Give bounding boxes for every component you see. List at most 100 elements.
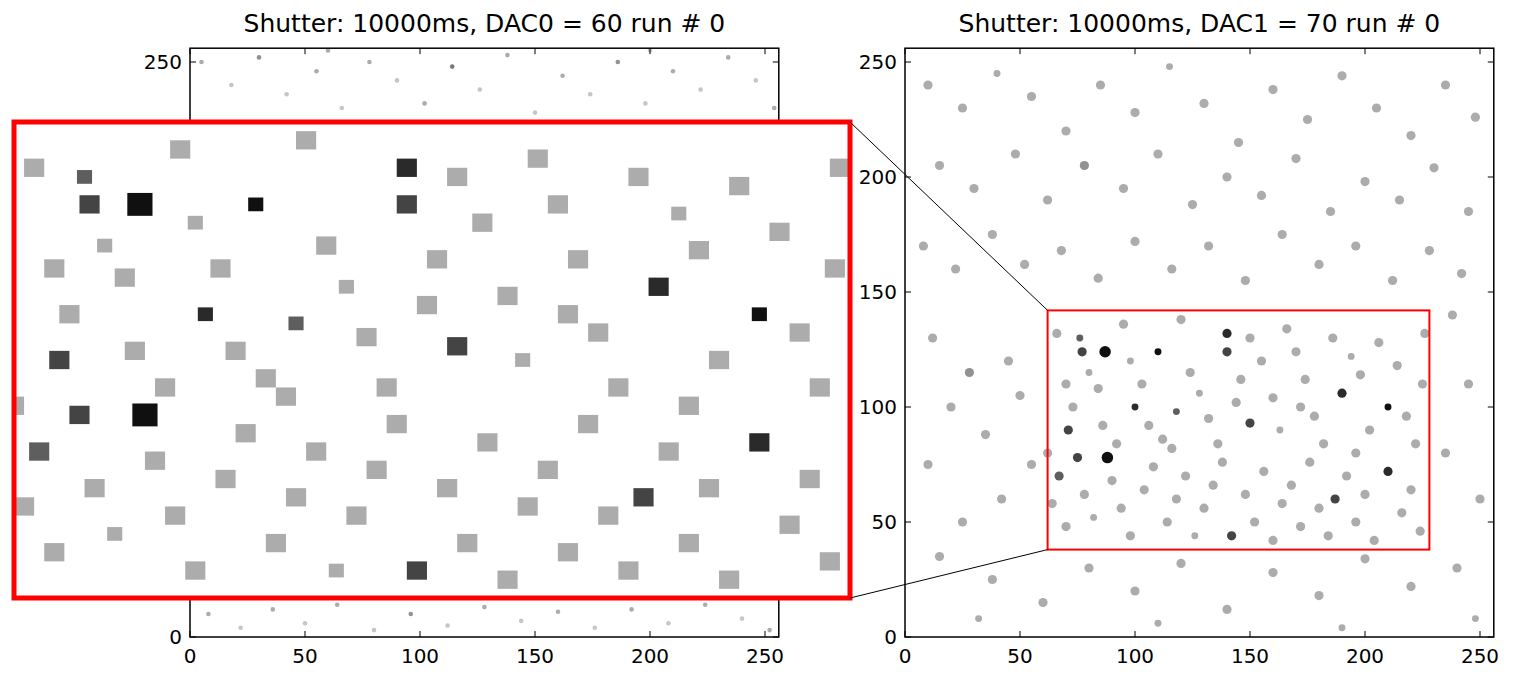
inset-hit <box>44 259 64 277</box>
panel-title: Shutter: 10000ms, DAC1 = 70 run # 0 <box>959 9 1441 38</box>
hit <box>1276 427 1283 434</box>
y-tick <box>1488 637 1494 638</box>
connector <box>850 122 1048 310</box>
inset-hit <box>276 387 296 405</box>
hit <box>588 92 593 97</box>
hit <box>1278 230 1287 239</box>
hit <box>1204 414 1213 423</box>
hit <box>1090 514 1097 521</box>
hit <box>1360 177 1369 186</box>
inset-hit <box>558 543 578 561</box>
inset-hit <box>769 223 789 241</box>
y-tick <box>1488 522 1494 523</box>
x-tick <box>1250 631 1251 637</box>
hit <box>1155 620 1162 627</box>
x-tick <box>1020 631 1021 637</box>
zoom-region <box>1048 310 1430 549</box>
hit <box>1370 536 1379 545</box>
x-tick <box>420 48 421 54</box>
inset-hit <box>830 159 850 177</box>
hit <box>1112 439 1121 448</box>
hit <box>1052 329 1061 338</box>
hit <box>740 616 745 621</box>
inset-hit <box>407 561 427 579</box>
hit <box>1227 531 1236 540</box>
inset-hit <box>127 193 152 216</box>
x-tick-label: 100 <box>1116 644 1154 668</box>
inset-hit <box>125 342 145 360</box>
inset-hit <box>329 564 344 578</box>
hit <box>533 110 538 115</box>
hit <box>1472 615 1479 622</box>
hit <box>1337 389 1346 398</box>
inset-hit <box>288 317 303 331</box>
inset-hit <box>618 561 638 579</box>
hit <box>1351 448 1360 457</box>
x-tick <box>305 631 306 637</box>
hit <box>229 83 234 88</box>
hit <box>1464 379 1473 388</box>
hit <box>1061 126 1070 135</box>
inset-hit <box>578 415 598 433</box>
hit <box>482 605 487 610</box>
inset-hit <box>497 287 517 305</box>
inset-hit <box>628 168 648 186</box>
y-tick-label: 50 <box>872 510 897 534</box>
hit <box>367 60 372 65</box>
inset-hit <box>248 198 263 212</box>
hit <box>1166 63 1173 70</box>
x-tick-label: 0 <box>184 644 197 668</box>
hit <box>1020 260 1029 269</box>
inset-hit <box>286 488 306 506</box>
hit <box>969 184 978 193</box>
hit <box>1144 421 1153 430</box>
hit <box>1383 467 1392 476</box>
hit <box>395 78 400 83</box>
hit <box>1397 508 1406 517</box>
hit <box>919 241 928 250</box>
hit <box>1245 333 1254 342</box>
hits <box>919 63 1485 631</box>
x-tick-label: 250 <box>746 644 784 668</box>
hit <box>928 333 937 342</box>
inset-hit <box>188 216 203 230</box>
y-tick <box>773 62 779 63</box>
hit <box>1268 85 1277 94</box>
inset-hit <box>689 241 709 259</box>
inset-hit <box>518 497 538 515</box>
hit <box>1137 379 1146 388</box>
hit <box>1287 481 1296 490</box>
inset-hit <box>367 461 387 479</box>
inset-hit <box>377 378 397 396</box>
hit <box>1348 353 1355 360</box>
plot-background <box>905 48 1494 637</box>
hit <box>505 53 510 58</box>
hit <box>666 621 671 626</box>
hit <box>1241 276 1250 285</box>
hit <box>1301 375 1310 384</box>
y-tick <box>905 292 911 293</box>
hit <box>206 612 211 617</box>
x-tick-label: 150 <box>516 644 554 668</box>
hit <box>1117 504 1126 513</box>
inset-hit <box>107 527 122 541</box>
hit <box>1245 419 1254 428</box>
inset-hit <box>472 214 492 232</box>
inset-hit <box>256 369 276 387</box>
hit <box>560 74 565 79</box>
inset-hit <box>59 305 79 323</box>
hit <box>981 430 990 439</box>
hit <box>1282 324 1291 333</box>
hit <box>1236 375 1245 384</box>
hit <box>1153 149 1162 158</box>
hit <box>1406 582 1415 591</box>
hit <box>1061 379 1070 388</box>
inset-hit <box>145 452 165 470</box>
inset-hit <box>397 159 417 177</box>
hit <box>450 64 455 69</box>
hit <box>1204 241 1213 250</box>
figure: 0501001502002500250Shutter: 10000ms, DAC… <box>0 0 1525 675</box>
hit <box>1080 490 1089 499</box>
hit <box>1086 369 1093 376</box>
hit <box>1406 131 1415 140</box>
